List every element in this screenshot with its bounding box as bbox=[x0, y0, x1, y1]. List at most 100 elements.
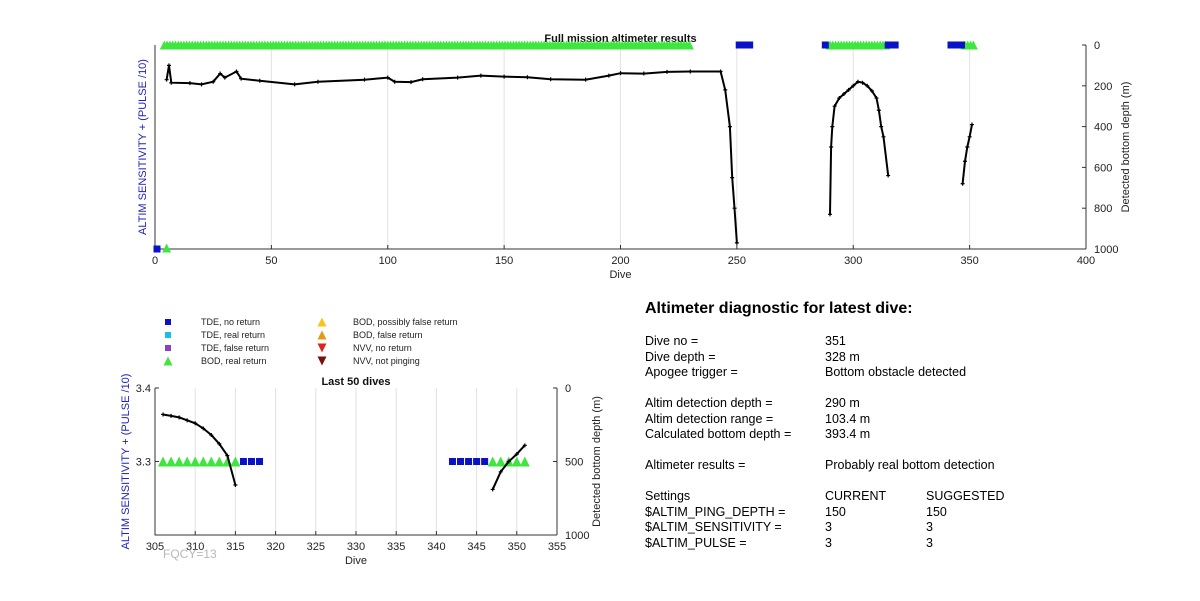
last-50-depth-point bbox=[233, 483, 238, 488]
legend-nvv-not-pinging-icon bbox=[317, 356, 327, 366]
dive-no-row: Dive no = 351 bbox=[645, 334, 1185, 350]
full-mission-depth-point bbox=[879, 124, 884, 129]
last_50-x-tick-label: 330 bbox=[347, 541, 365, 553]
full-mission-depth-point bbox=[732, 206, 737, 211]
altim-depth-row: Altim detection depth = 290 m bbox=[645, 396, 1185, 412]
full-mission-bod-real-marker bbox=[968, 40, 978, 50]
full-mission-depth-point bbox=[502, 74, 507, 79]
full-mission-depth-point bbox=[187, 81, 192, 86]
legend-bod-real-return-label: BOD, real return bbox=[201, 356, 267, 366]
full-mission-depth-point bbox=[829, 145, 834, 149]
legend-bod-possibly-false-icon bbox=[317, 317, 327, 327]
last-50-bod-real-marker bbox=[487, 456, 498, 467]
full-mission-depth-point bbox=[420, 77, 425, 82]
full-mission-depth-point bbox=[234, 69, 239, 74]
full-mission-depth-point bbox=[641, 71, 646, 76]
last-50-depth-point bbox=[193, 421, 198, 426]
full-mission-tde-no-return-marker bbox=[957, 41, 965, 49]
full_mission-x-tick-label: 400 bbox=[1077, 255, 1095, 267]
last-50-depth-line bbox=[162, 413, 237, 486]
full-mission-depth-point bbox=[257, 78, 262, 83]
legend-tde-no-return-label: TDE, no return bbox=[201, 317, 260, 327]
legend-tde-real-return-label: TDE, real return bbox=[201, 330, 265, 340]
full-mission-depth-point bbox=[166, 63, 171, 68]
full-mission-depth-point bbox=[837, 96, 842, 101]
last-50-depth-point bbox=[161, 412, 166, 417]
full-mission-depth-point bbox=[965, 145, 970, 149]
altim-range-row: Altim detection range = 103.4 m bbox=[645, 412, 1185, 428]
last_50-x-tick-label: 335 bbox=[387, 541, 405, 553]
last_50-x-tick-label: 315 bbox=[226, 541, 244, 553]
dive-depth-row: Dive depth = 328 m bbox=[645, 350, 1185, 366]
last_50-x-tick-label: 320 bbox=[266, 541, 284, 553]
last-50-depth-point bbox=[217, 441, 222, 446]
sensitivity-row: $ALTIM_SENSITIVITY = 3 3 bbox=[645, 520, 1185, 536]
suggested-header: SUGGESTED bbox=[926, 489, 1005, 503]
full-mission-depth-point bbox=[851, 83, 856, 88]
last-50-bod-real-marker bbox=[206, 456, 217, 467]
full-mission-depth-point bbox=[164, 77, 169, 82]
last-50-bod-real-marker bbox=[190, 456, 201, 467]
pulse-current: 3 bbox=[825, 535, 832, 550]
dive-no-label: Dive no = bbox=[645, 334, 699, 348]
full-mission-depth-point bbox=[525, 75, 530, 80]
sensitivity-suggested: 3 bbox=[926, 520, 933, 534]
full_mission-y-right-tick-label: 200 bbox=[1094, 81, 1112, 93]
diagnostic-title: Altimeter diagnostic for latest dive: bbox=[645, 300, 913, 317]
dive-depth-label: Dive depth = bbox=[645, 349, 716, 364]
calc-depth-row: Calculated bottom depth = 393.4 m bbox=[645, 427, 1185, 443]
altim-range-label: Altim detection range = bbox=[645, 411, 774, 426]
last-50-bod-real-marker bbox=[174, 456, 185, 467]
last_50-y-right-tick-label: 500 bbox=[565, 457, 583, 469]
last_50-x-tick-label: 305 bbox=[146, 541, 164, 553]
full-mission-depth-point bbox=[865, 83, 870, 88]
full-mission-depth-point bbox=[548, 77, 553, 82]
last-50-bod-real-marker bbox=[214, 456, 225, 467]
last-50-depth-point bbox=[209, 433, 214, 438]
full-mission-depth-point bbox=[211, 79, 216, 84]
dive-depth-value: 328 m bbox=[825, 349, 860, 364]
legend-bod-false-return-icon bbox=[317, 330, 327, 340]
last-50-bod-real-marker bbox=[230, 456, 241, 467]
sensitivity-current: 3 bbox=[825, 520, 832, 534]
legend-tde-real-return-icon bbox=[165, 332, 171, 338]
full-mission-depth-point bbox=[881, 134, 886, 139]
full-mission-depth-point bbox=[869, 88, 874, 93]
last-50-tde-no-return-marker bbox=[256, 458, 264, 465]
full-mission-depth-point bbox=[874, 96, 879, 101]
full-mission-bod-real-marker bbox=[684, 40, 694, 50]
legend-bod-possibly-false-label: BOD, possibly false return bbox=[353, 317, 458, 327]
full-mission-depth-point bbox=[886, 173, 891, 178]
full-mission-depth-point bbox=[730, 175, 735, 180]
last-50-depth-point bbox=[490, 487, 495, 492]
last-50-tde-no-return-marker bbox=[481, 458, 489, 465]
full-mission-depth-point bbox=[222, 75, 227, 80]
full-mission-depth-point bbox=[969, 122, 974, 127]
full-mission-depth-point bbox=[876, 108, 881, 113]
full-mission-depth-point bbox=[239, 76, 244, 81]
altim-depth-value: 290 m bbox=[825, 396, 860, 410]
ping-depth-label: $ALTIM_PING_DEPTH = bbox=[645, 504, 786, 519]
full-mission-depth-point bbox=[960, 181, 965, 186]
full_mission-y-right-tick-label: 1000 bbox=[1094, 244, 1118, 256]
full_mission-x-tick-label: 150 bbox=[495, 255, 513, 267]
frequency-annotation: FQCY=13 bbox=[163, 547, 217, 561]
last_50-ylabel-right: Detected bottom depth (m) bbox=[591, 396, 603, 527]
full-mission-depth-point bbox=[718, 69, 723, 74]
legend-nvv-not-pinging-label: NVV, not pinging bbox=[353, 356, 420, 366]
calc-depth-label: Calculated bottom depth = bbox=[645, 427, 792, 441]
full-mission-depth-point bbox=[478, 73, 483, 78]
pulse-row: $ALTIM_PULSE = 3 3 bbox=[645, 536, 1185, 552]
full-mission-depth-point bbox=[832, 104, 837, 109]
apogee-trigger-label: Apogee trigger = bbox=[645, 365, 738, 379]
altim-range-value: 103.4 m bbox=[825, 411, 871, 426]
last_50-axis-left-bottom bbox=[154, 388, 557, 536]
pulse-label: $ALTIM_PULSE = bbox=[645, 535, 747, 550]
last_50-x-tick-label: 325 bbox=[307, 541, 325, 553]
full-mission-depth-point bbox=[962, 159, 967, 164]
last-50-depth-point bbox=[506, 459, 511, 464]
apogee-trigger-value: Bottom obstacle detected bbox=[825, 365, 967, 379]
full-mission-depth-point bbox=[841, 91, 846, 96]
